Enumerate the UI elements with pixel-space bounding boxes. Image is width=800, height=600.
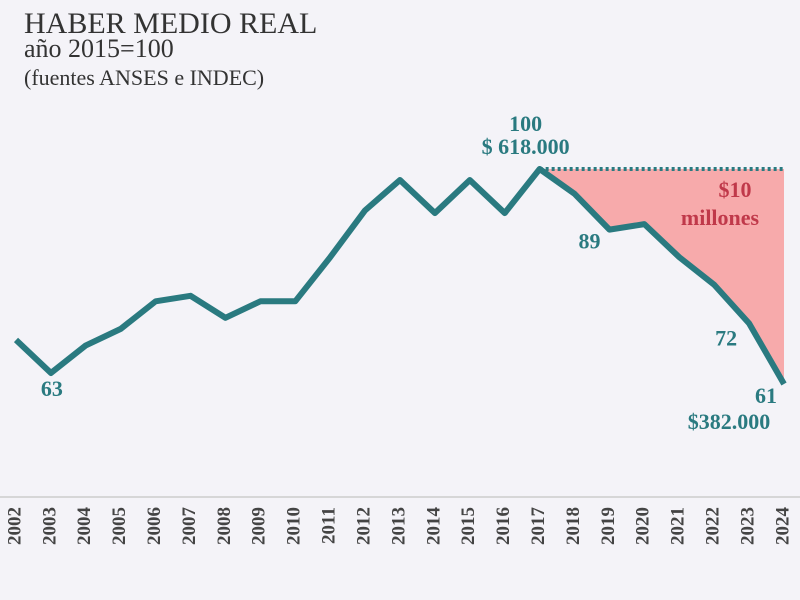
x-tick-label: 2003 (39, 507, 60, 545)
x-tick-label: 2004 (74, 507, 95, 546)
annotation: $382.000 (688, 409, 771, 434)
x-tick-label: 2008 (214, 507, 235, 545)
x-tick-label: 2024 (772, 507, 793, 546)
x-tick-label: 2020 (633, 507, 654, 545)
loss-area (539, 169, 784, 384)
x-tick-label: 2015 (458, 507, 479, 545)
chart-title: HABER MEDIO REAL (24, 7, 317, 40)
x-tick-label: 2010 (284, 507, 305, 545)
x-tick-label: 2006 (144, 507, 165, 545)
x-tick-label: 2021 (668, 507, 689, 545)
x-tick-label: 2023 (737, 507, 758, 545)
annotation: $10 (719, 177, 752, 202)
source: (fuentes ANSES e INDEC) (24, 65, 264, 90)
x-tick-label: 2007 (179, 507, 200, 546)
x-tick-label: 2009 (249, 507, 270, 545)
x-tick-label: 2017 (528, 507, 549, 546)
x-tick-label: 2013 (388, 507, 409, 545)
annotation: millones (681, 205, 760, 230)
chart-subtitle: año 2015=100 (24, 34, 174, 63)
data-label: 72 (715, 325, 737, 350)
x-tick-label: 2002 (4, 507, 25, 545)
x-tick-label: 2018 (563, 507, 584, 545)
data-label: 89 (578, 229, 600, 254)
line (13, 166, 787, 386)
x-tick-label: 2022 (703, 507, 724, 545)
data-label: 63 (41, 376, 63, 401)
x-tick-label: 2014 (423, 507, 444, 546)
data-label: 100 (509, 111, 542, 136)
x-tick-label: 2019 (598, 507, 619, 545)
x-tick-label: 2011 (319, 507, 340, 544)
x-tick-label: 2016 (493, 507, 514, 545)
data-label: 61 (755, 383, 777, 408)
annotation: $ 618.000 (482, 134, 570, 159)
x-tick-label: 2005 (109, 507, 130, 545)
x-tick-label: 2012 (353, 507, 374, 545)
